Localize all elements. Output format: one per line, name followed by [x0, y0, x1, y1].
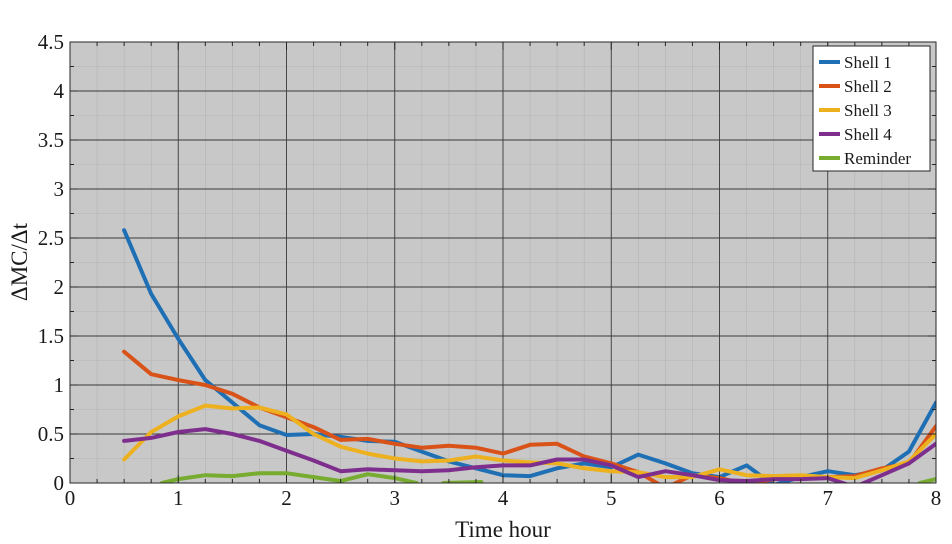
- y-tick-label: 2.5: [38, 226, 64, 250]
- y-tick-label: 4: [54, 79, 65, 103]
- series-line-reminder: [917, 477, 936, 483]
- x-tick-label: 5: [606, 486, 617, 510]
- x-tick-label: 4: [498, 486, 509, 510]
- x-tick-label: 6: [714, 486, 725, 510]
- x-tick-label: 8: [931, 486, 942, 510]
- legend-label-shell-2: Shell 2: [844, 77, 892, 96]
- y-tick-label: 4.5: [38, 30, 64, 54]
- y-tick-labels: 0 0.5 1 1.5 2 2.5 3 3.5 4 4.5: [38, 30, 65, 495]
- y-tick-label: 0: [54, 471, 65, 495]
- x-tick-label: 1: [173, 486, 184, 510]
- y-axis-label: ΔMC/Δt: [7, 222, 32, 301]
- x-tick-label: 3: [390, 486, 401, 510]
- legend-label-shell-3: Shell 3: [844, 101, 892, 120]
- y-tick-label: 2: [54, 275, 65, 299]
- axis-ticks: [69, 41, 937, 484]
- y-tick-label: 1.5: [38, 324, 64, 348]
- y-tick-label: 1: [54, 373, 65, 397]
- x-axis-label: Time hour: [455, 517, 551, 542]
- legend: Shell 1 Shell 2 Shell 3 Shell 4 Reminder: [812, 45, 931, 172]
- x-tick-label: 0: [65, 486, 76, 510]
- x-tick-label: 2: [281, 486, 292, 510]
- legend-label-shell-4: Shell 4: [844, 125, 892, 144]
- y-tick-label: 3: [54, 177, 65, 201]
- series-line-shell-3: [122, 403, 936, 481]
- y-tick-label: 0.5: [38, 422, 64, 446]
- series-line-reminder: [160, 471, 419, 483]
- y-tick-label: 3.5: [38, 128, 64, 152]
- grid: [69, 41, 937, 484]
- x-tick-labels: 0 1 2 3 4 5 6 7 8: [65, 486, 942, 510]
- x-tick-label: 7: [823, 486, 834, 510]
- legend-label-reminder: Reminder: [844, 149, 911, 168]
- legend-label-shell-1: Shell 1: [844, 53, 892, 72]
